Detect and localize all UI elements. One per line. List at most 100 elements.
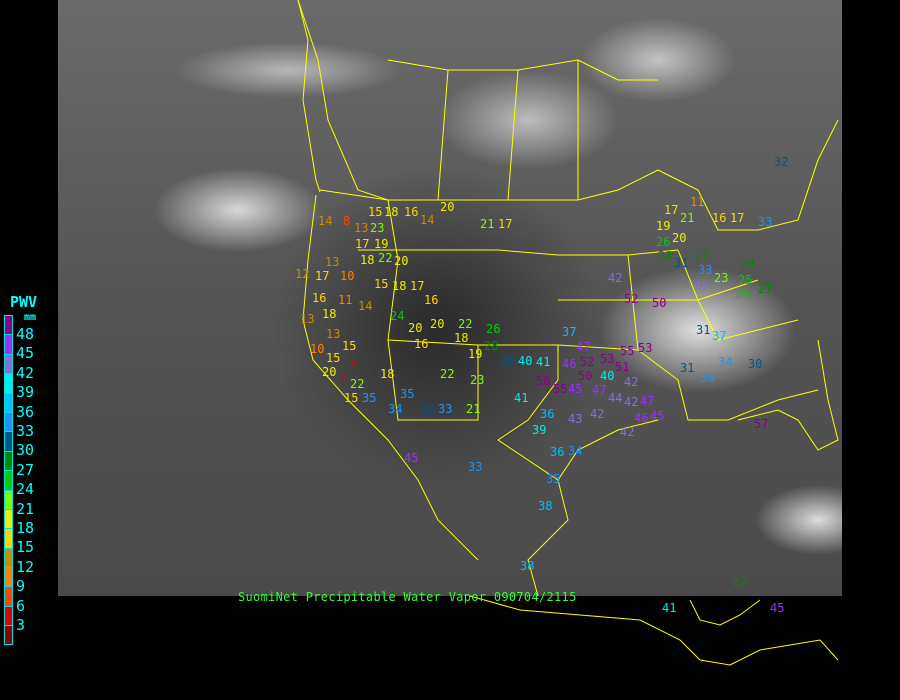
- pwv-station-value: 21: [466, 402, 481, 416]
- pwv-station-value: 21: [480, 217, 495, 231]
- legend-swatch: [4, 586, 13, 606]
- legend-swatch: [4, 392, 13, 412]
- pwv-station-value: 57: [754, 417, 769, 431]
- boundary-line: [302, 194, 479, 561]
- pwv-station-value: 18: [454, 331, 469, 345]
- legend-tick-label: 42: [16, 363, 35, 382]
- pwv-station-value: 53: [600, 352, 615, 366]
- pwv-station-value: 11: [690, 195, 705, 209]
- pwv-station-value: 33: [698, 263, 713, 277]
- pwv-station-value: 34: [568, 444, 583, 458]
- legend-tick-label: 45: [16, 344, 35, 363]
- pwv-station-value: 13: [326, 327, 341, 341]
- pwv-station-value: 20: [440, 200, 455, 214]
- legend-unit: mm: [24, 312, 37, 323]
- boundary-line: [558, 279, 759, 301]
- pwv-station-value: 22: [350, 377, 365, 391]
- legend-tick-label: 9: [16, 577, 26, 596]
- pwv-station-value: 39: [532, 423, 547, 437]
- pwv-station-value: 19: [468, 347, 483, 361]
- pwv-station-value: 41: [536, 355, 551, 369]
- pwv-station-value: 26: [656, 235, 671, 249]
- pwv-station-value: 17: [355, 237, 370, 251]
- pwv-station-value: 27: [758, 282, 773, 296]
- pwv-station-value: 36: [540, 407, 555, 421]
- pwv-station-value: 28: [484, 339, 499, 353]
- pwv-station-value: 28: [658, 249, 673, 263]
- pwv-station-value: 47: [576, 340, 591, 354]
- legend-swatch: [4, 567, 13, 587]
- legend-tick-label: 15: [16, 538, 35, 557]
- boundary-line: [358, 249, 679, 256]
- pwv-station-value: 16: [404, 205, 419, 219]
- pwv-station-value: 25: [738, 273, 753, 287]
- pwv-station-value: 50: [578, 369, 593, 383]
- pwv-station-value: 34: [388, 402, 403, 416]
- pwv-station-value: 31: [674, 256, 689, 270]
- pwv-station-value: 16: [312, 291, 327, 305]
- legend-title: PWV: [10, 293, 38, 311]
- legend-tick-label: 24: [16, 480, 35, 499]
- pwv-station-value: 31: [696, 323, 711, 337]
- pwv-station-value: 24: [390, 309, 405, 323]
- pwv-station-value: 10: [340, 269, 355, 283]
- pwv-color-legend: [4, 315, 13, 645]
- pwv-station-value: 45: [770, 601, 785, 615]
- legend-swatch: [4, 411, 13, 432]
- pwv-station-value: 19: [374, 237, 389, 251]
- pwv-station-value: 22: [440, 367, 455, 381]
- pwv-station-value: 52: [580, 355, 595, 369]
- pwv-station-value: 35: [700, 371, 715, 385]
- boundary-line: [657, 119, 839, 231]
- pwv-station-value: 43: [694, 279, 709, 293]
- pwv-station-value: 47: [640, 394, 655, 408]
- legend-tick-label: 27: [16, 460, 35, 479]
- pwv-station-value: 53: [638, 341, 653, 355]
- pwv-station-value: 23: [714, 271, 729, 285]
- pwv-station-value: 27: [732, 575, 747, 589]
- pwv-station-value: 17: [664, 203, 679, 217]
- pwv-station-value: 10: [310, 342, 325, 356]
- pwv-station-value: 44: [608, 391, 623, 405]
- legend-swatch: [4, 508, 13, 529]
- pwv-station-value: 52: [624, 292, 639, 306]
- pwv-station-value: 50: [536, 374, 551, 388]
- pwv-station-value: 20: [322, 365, 337, 379]
- pwv-station-value: 13: [300, 312, 315, 326]
- boundary-line: [677, 249, 799, 341]
- legend-tick-label: 6: [16, 596, 26, 615]
- legend-tick-label: 30: [16, 441, 35, 460]
- pwv-station-value: 51: [615, 360, 630, 374]
- legend-swatch: [4, 605, 13, 626]
- pwv-station-value: 46: [562, 357, 577, 371]
- boundary-line: [437, 69, 449, 201]
- pwv-station-value: 26: [486, 322, 501, 336]
- pwv-station-value: 18: [360, 253, 375, 267]
- pwv-station-value: 14: [420, 213, 435, 227]
- pwv-station-value: 16: [712, 211, 727, 225]
- legend-tick-label: 21: [16, 499, 35, 518]
- pwv-station-value: 40: [600, 369, 615, 383]
- pwv-station-value: 14: [318, 214, 333, 228]
- pwv-station-value: 18: [380, 367, 395, 381]
- pwv-station-value: 42: [620, 425, 635, 439]
- boundary-line: [737, 339, 839, 451]
- pwv-station-value: 13: [354, 221, 369, 235]
- boundary-line: [527, 479, 569, 596]
- pwv-station-value: 23: [370, 221, 385, 235]
- legend-swatch: [4, 334, 13, 354]
- pwv-station-value: 17: [315, 269, 330, 283]
- legend-tick-label: 39: [16, 383, 35, 402]
- pwv-station-value: 17: [410, 279, 425, 293]
- pwv-station-value: 20: [672, 231, 687, 245]
- legend-swatch: [4, 489, 13, 509]
- pwv-station-value: 21: [680, 211, 695, 225]
- pwv-station-value: 15: [326, 351, 341, 365]
- map-caption: SuomiNet Precipitable Water Vapor 090704…: [238, 590, 577, 604]
- pwv-station-value: 15: [342, 339, 357, 353]
- pwv-station-value: 38: [538, 499, 553, 513]
- pwv-station-value: 32: [774, 155, 789, 169]
- pwv-station-value: 11: [338, 293, 353, 307]
- boundary-line: [297, 0, 321, 193]
- pwv-station-value: 40: [518, 354, 533, 368]
